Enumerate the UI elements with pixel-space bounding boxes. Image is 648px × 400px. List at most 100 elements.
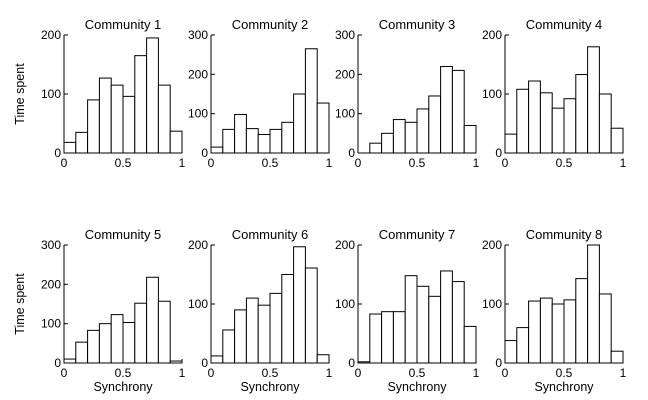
histogram-bar — [451, 69, 465, 154]
panel-4: 0 100 200 0 0.5 1 Community 4 — [482, 17, 627, 170]
histogram-bar — [598, 293, 612, 364]
histogram-bar — [563, 299, 577, 364]
x-tick-label: 0 — [61, 366, 68, 380]
y-axis-label: Time spent — [13, 273, 27, 335]
histogram-bar — [110, 84, 124, 154]
histogram-bar — [269, 128, 283, 154]
x-tick-label: 1 — [473, 156, 480, 170]
histogram-bar — [392, 119, 406, 154]
y-tick-label: 200 — [482, 238, 502, 252]
histogram-bar — [210, 355, 224, 364]
x-tick-label: 1 — [620, 366, 627, 380]
histogram-bar — [63, 141, 77, 154]
histogram-bar — [416, 108, 430, 154]
y-tick-label: 100 — [482, 87, 502, 101]
histogram-bar — [281, 121, 295, 154]
x-tick-label: 0 — [355, 156, 362, 170]
histogram-bar — [234, 113, 247, 154]
y-tick-label: 100 — [335, 107, 355, 121]
y-tick-label: 0 — [54, 356, 61, 370]
y-tick-label: 200 — [335, 238, 355, 252]
y-tick-label: 200 — [41, 277, 61, 291]
x-axis-label: Synchrony — [387, 380, 447, 394]
y-tick-label: 100 — [41, 87, 61, 101]
y-tick-label: 200 — [41, 28, 61, 42]
histogram-bar — [316, 354, 330, 364]
y-tick-label: 300 — [335, 28, 355, 42]
histogram-bar — [516, 88, 530, 154]
histogram-bar — [134, 302, 148, 364]
x-tick-label: 1 — [473, 366, 480, 380]
histogram-bar — [245, 297, 259, 364]
panel-5: 0 100 200 300 0 0.5 1 Community 5 Synchrony Time … — [13, 227, 186, 394]
histogram-bar — [440, 270, 453, 364]
histogram-bar — [210, 146, 224, 154]
panel-7: 0 100 200 0 0.5 1 Community 7 Synchrony — [335, 227, 480, 394]
histogram-bar — [75, 341, 89, 364]
histogram-bar — [428, 295, 442, 364]
histogram-bar — [222, 329, 236, 364]
histogram-bar — [440, 65, 453, 154]
panel-2: 0 100 200 300 0 0.5 1 Community 2 — [188, 17, 333, 170]
histogram-bar — [610, 350, 624, 364]
x-tick-label: 0.5 — [115, 156, 132, 170]
histogram-bar — [369, 313, 383, 364]
histogram-bar — [110, 314, 124, 364]
histogram-bar — [134, 55, 148, 154]
histogram-bar — [528, 80, 541, 154]
y-tick-label: 100 — [482, 297, 502, 311]
histogram-bar — [87, 99, 100, 154]
histogram-bar — [98, 77, 112, 154]
y-tick-label: 100 — [188, 297, 208, 311]
histogram-bar — [222, 128, 236, 154]
panel-title: Community 8 — [526, 227, 603, 242]
y-axis-label: Time spent — [13, 63, 27, 125]
histogram-bar — [610, 127, 624, 154]
x-tick-label: 0 — [355, 366, 362, 380]
panel-title: Community 4 — [526, 17, 603, 32]
histogram-bar — [539, 297, 553, 364]
histogram-bar — [381, 311, 394, 364]
panel-title: Community 2 — [232, 17, 309, 32]
panel-title: Community 3 — [379, 17, 456, 32]
panel-8: 0 100 200 0 0.5 1 Community 8 Synchrony — [482, 227, 627, 394]
histogram-bar — [575, 74, 589, 154]
y-tick-label: 100 — [335, 297, 355, 311]
histogram-bar — [316, 102, 330, 154]
histogram-bar — [404, 275, 418, 364]
histogram-bar — [516, 327, 530, 364]
histogram-bar — [169, 130, 183, 154]
histogram-bar — [428, 95, 442, 154]
histogram-bar — [63, 358, 77, 364]
histogram-bar — [416, 285, 430, 364]
y-tick-label: 200 — [188, 238, 208, 252]
histogram-bar — [98, 323, 112, 364]
y-tick-label: 0 — [201, 146, 208, 160]
y-tick-label: 0 — [54, 146, 61, 160]
x-axis-label: Synchrony — [534, 380, 594, 394]
histogram-bar — [587, 244, 600, 364]
x-tick-label: 0 — [502, 156, 509, 170]
histogram-bar — [257, 304, 271, 364]
x-tick-label: 1 — [326, 156, 333, 170]
x-tick-label: 0.5 — [262, 366, 279, 380]
panel-title: Community 7 — [379, 227, 456, 242]
panel-title: Community 6 — [232, 227, 309, 242]
x-tick-label: 0.5 — [556, 366, 573, 380]
x-tick-label: 0.5 — [409, 366, 426, 380]
histogram-bar — [451, 281, 465, 364]
y-tick-label: 100 — [41, 317, 61, 331]
histogram-bar — [87, 329, 100, 364]
histogram-bar — [146, 37, 159, 154]
y-tick-label: 0 — [348, 146, 355, 160]
x-tick-label: 0 — [61, 156, 68, 170]
x-tick-label: 0.5 — [556, 156, 573, 170]
histogram-bar — [75, 131, 89, 154]
y-tick-label: 300 — [41, 238, 61, 252]
histogram-bar — [122, 95, 136, 154]
histogram-bar — [257, 134, 271, 154]
histogram-bar — [304, 267, 318, 364]
histogram-bar — [281, 274, 295, 364]
x-tick-label: 0.5 — [115, 366, 132, 380]
